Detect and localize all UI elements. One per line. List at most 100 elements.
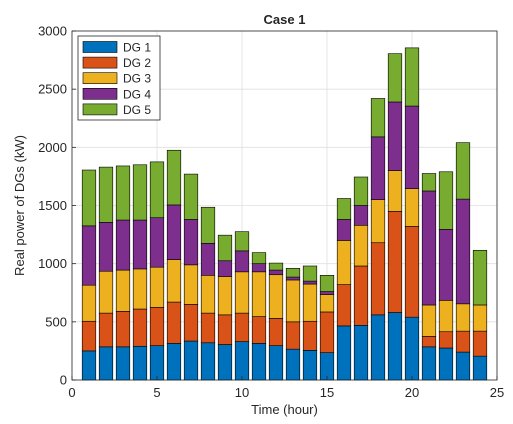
bar-segment-dg2 — [438, 331, 454, 349]
bar-segment-dg5 — [81, 169, 97, 227]
bar-segment-dg2 — [251, 316, 267, 344]
legend-swatch-dg5 — [82, 103, 118, 116]
bar-segment-dg3 — [370, 199, 386, 244]
bar-segment-dg4 — [200, 243, 216, 276]
legend-swatch-dg1 — [82, 41, 118, 53]
bar-segment-dg4 — [251, 263, 267, 273]
bar-segment-dg5 — [370, 98, 386, 138]
bar-segment-dg5 — [268, 262, 284, 271]
bar-segment-dg5 — [200, 206, 216, 244]
bar-segment-dg5 — [319, 274, 335, 292]
bar-segment-dg2 — [319, 311, 335, 353]
axes: 0 5 10 15 20 25 0 500 1000 1500 2000 2500 3000 — [38, 24, 504, 401]
bar-segment-dg1 — [387, 312, 403, 381]
bar-segment-dg1 — [438, 347, 454, 381]
bar-segment-dg4 — [183, 219, 199, 266]
bar-segment-dg4 — [353, 205, 369, 226]
bar-segment-dg1 — [200, 342, 216, 381]
bar-segment-dg5 — [404, 47, 420, 107]
bars — [81, 47, 488, 381]
bar-segment-dg2 — [302, 320, 318, 351]
bar-segment-dg2 — [336, 284, 352, 327]
bar-segment-dg3 — [234, 271, 250, 314]
bar-segment-dg2 — [132, 308, 148, 347]
bar-segment-dg3 — [81, 284, 97, 322]
bar-segment-dg1 — [149, 345, 165, 381]
y-tick-label: 1000 — [38, 256, 67, 271]
bar-segment-dg1 — [81, 350, 97, 381]
bar-segment-dg1 — [353, 325, 369, 381]
bar-segment-dg5 — [115, 165, 131, 221]
bar-segment-dg5 — [353, 176, 369, 206]
bar-segment-dg1 — [336, 325, 352, 381]
bar-segment-dg4 — [387, 101, 403, 171]
bar-segment-dg2 — [455, 330, 471, 353]
bar-segment-dg5 — [149, 161, 165, 219]
y-axis-label: Real power of DGs (kW) — [12, 135, 27, 276]
bar-segment-dg4 — [234, 250, 250, 273]
bar-segment-dg3 — [387, 170, 403, 212]
bar-segment-dg4 — [455, 198, 471, 305]
bar-segment-dg4 — [370, 136, 386, 200]
legend: DG 1DG 2 DG 3DG 4 DG 5 — [77, 35, 161, 121]
bar-segment-dg3 — [353, 224, 369, 267]
bar-segment-dg3 — [149, 266, 165, 308]
bar-segment-dg4 — [115, 219, 131, 271]
bar-segment-dg4 — [285, 276, 301, 281]
bar-segment-dg1 — [217, 344, 233, 381]
bar-segment-dg4 — [81, 225, 97, 286]
bar-segment-dg5 — [438, 171, 454, 230]
bar-segment-dg3 — [200, 274, 216, 314]
bar-segment-dg2 — [115, 311, 131, 348]
bar-segment-dg3 — [455, 303, 471, 332]
bar-segment-dg4 — [438, 229, 454, 301]
bar-segment-dg1 — [319, 352, 335, 381]
bar-segment-dg3 — [336, 240, 352, 285]
bar-segment-dg4 — [217, 260, 233, 277]
bar-segment-dg2 — [404, 226, 420, 318]
x-tick-label: 0 — [68, 385, 75, 400]
bar-segment-dg1 — [115, 346, 131, 381]
bar-segment-dg3 — [302, 283, 318, 322]
bar-segment-dg2 — [421, 336, 437, 348]
bar-segment-dg4 — [149, 217, 165, 268]
y-tick-label: 2500 — [38, 82, 67, 97]
legend-swatch-dg4 — [82, 88, 118, 100]
y-tick-label: 2000 — [38, 140, 67, 155]
bar-segment-dg1 — [166, 343, 182, 381]
x-tick-label: 15 — [320, 385, 334, 400]
bar-segment-dg4 — [421, 190, 437, 306]
bar-segment-dg5 — [336, 198, 352, 220]
bar-segment-dg5 — [251, 252, 267, 264]
bar-segment-dg1 — [302, 350, 318, 381]
legend-label-dg2: DG 2 — [123, 56, 151, 70]
legend-label-dg5: DG 5 — [123, 103, 151, 117]
bar-segment-dg1 — [251, 343, 267, 381]
bar-segment-dg5 — [387, 53, 403, 103]
bar-segment-dg4 — [404, 105, 420, 189]
legend-label-dg3: DG 3 — [123, 72, 151, 86]
bar-segment-dg2 — [285, 321, 301, 350]
bar-segment-dg4 — [166, 204, 182, 260]
legend-swatch-dg3 — [82, 72, 118, 84]
legend-swatch-dg2 — [82, 56, 118, 69]
bar-segment-dg2 — [370, 242, 386, 316]
legend-label-dg1: DG 1 — [123, 41, 151, 55]
bar-segment-dg2 — [268, 318, 284, 346]
bar-segment-dg1 — [404, 316, 420, 381]
bar-segment-dg1 — [472, 355, 488, 381]
chart-title: Case 1 — [264, 12, 306, 27]
bar-segment-dg5 — [421, 173, 437, 192]
bar-segment-dg2 — [387, 211, 403, 313]
bar-segment-dg3 — [115, 269, 131, 312]
bar-segment-dg3 — [472, 304, 488, 332]
bar-segment-dg4 — [268, 269, 284, 276]
bar-segment-dg4 — [302, 280, 318, 285]
bar-segment-dg3 — [132, 268, 148, 310]
bar-segment-dg2 — [234, 312, 250, 342]
bar-segment-dg2 — [472, 330, 488, 357]
bar-segment-dg3 — [98, 270, 114, 314]
bar-segment-dg1 — [132, 345, 148, 381]
